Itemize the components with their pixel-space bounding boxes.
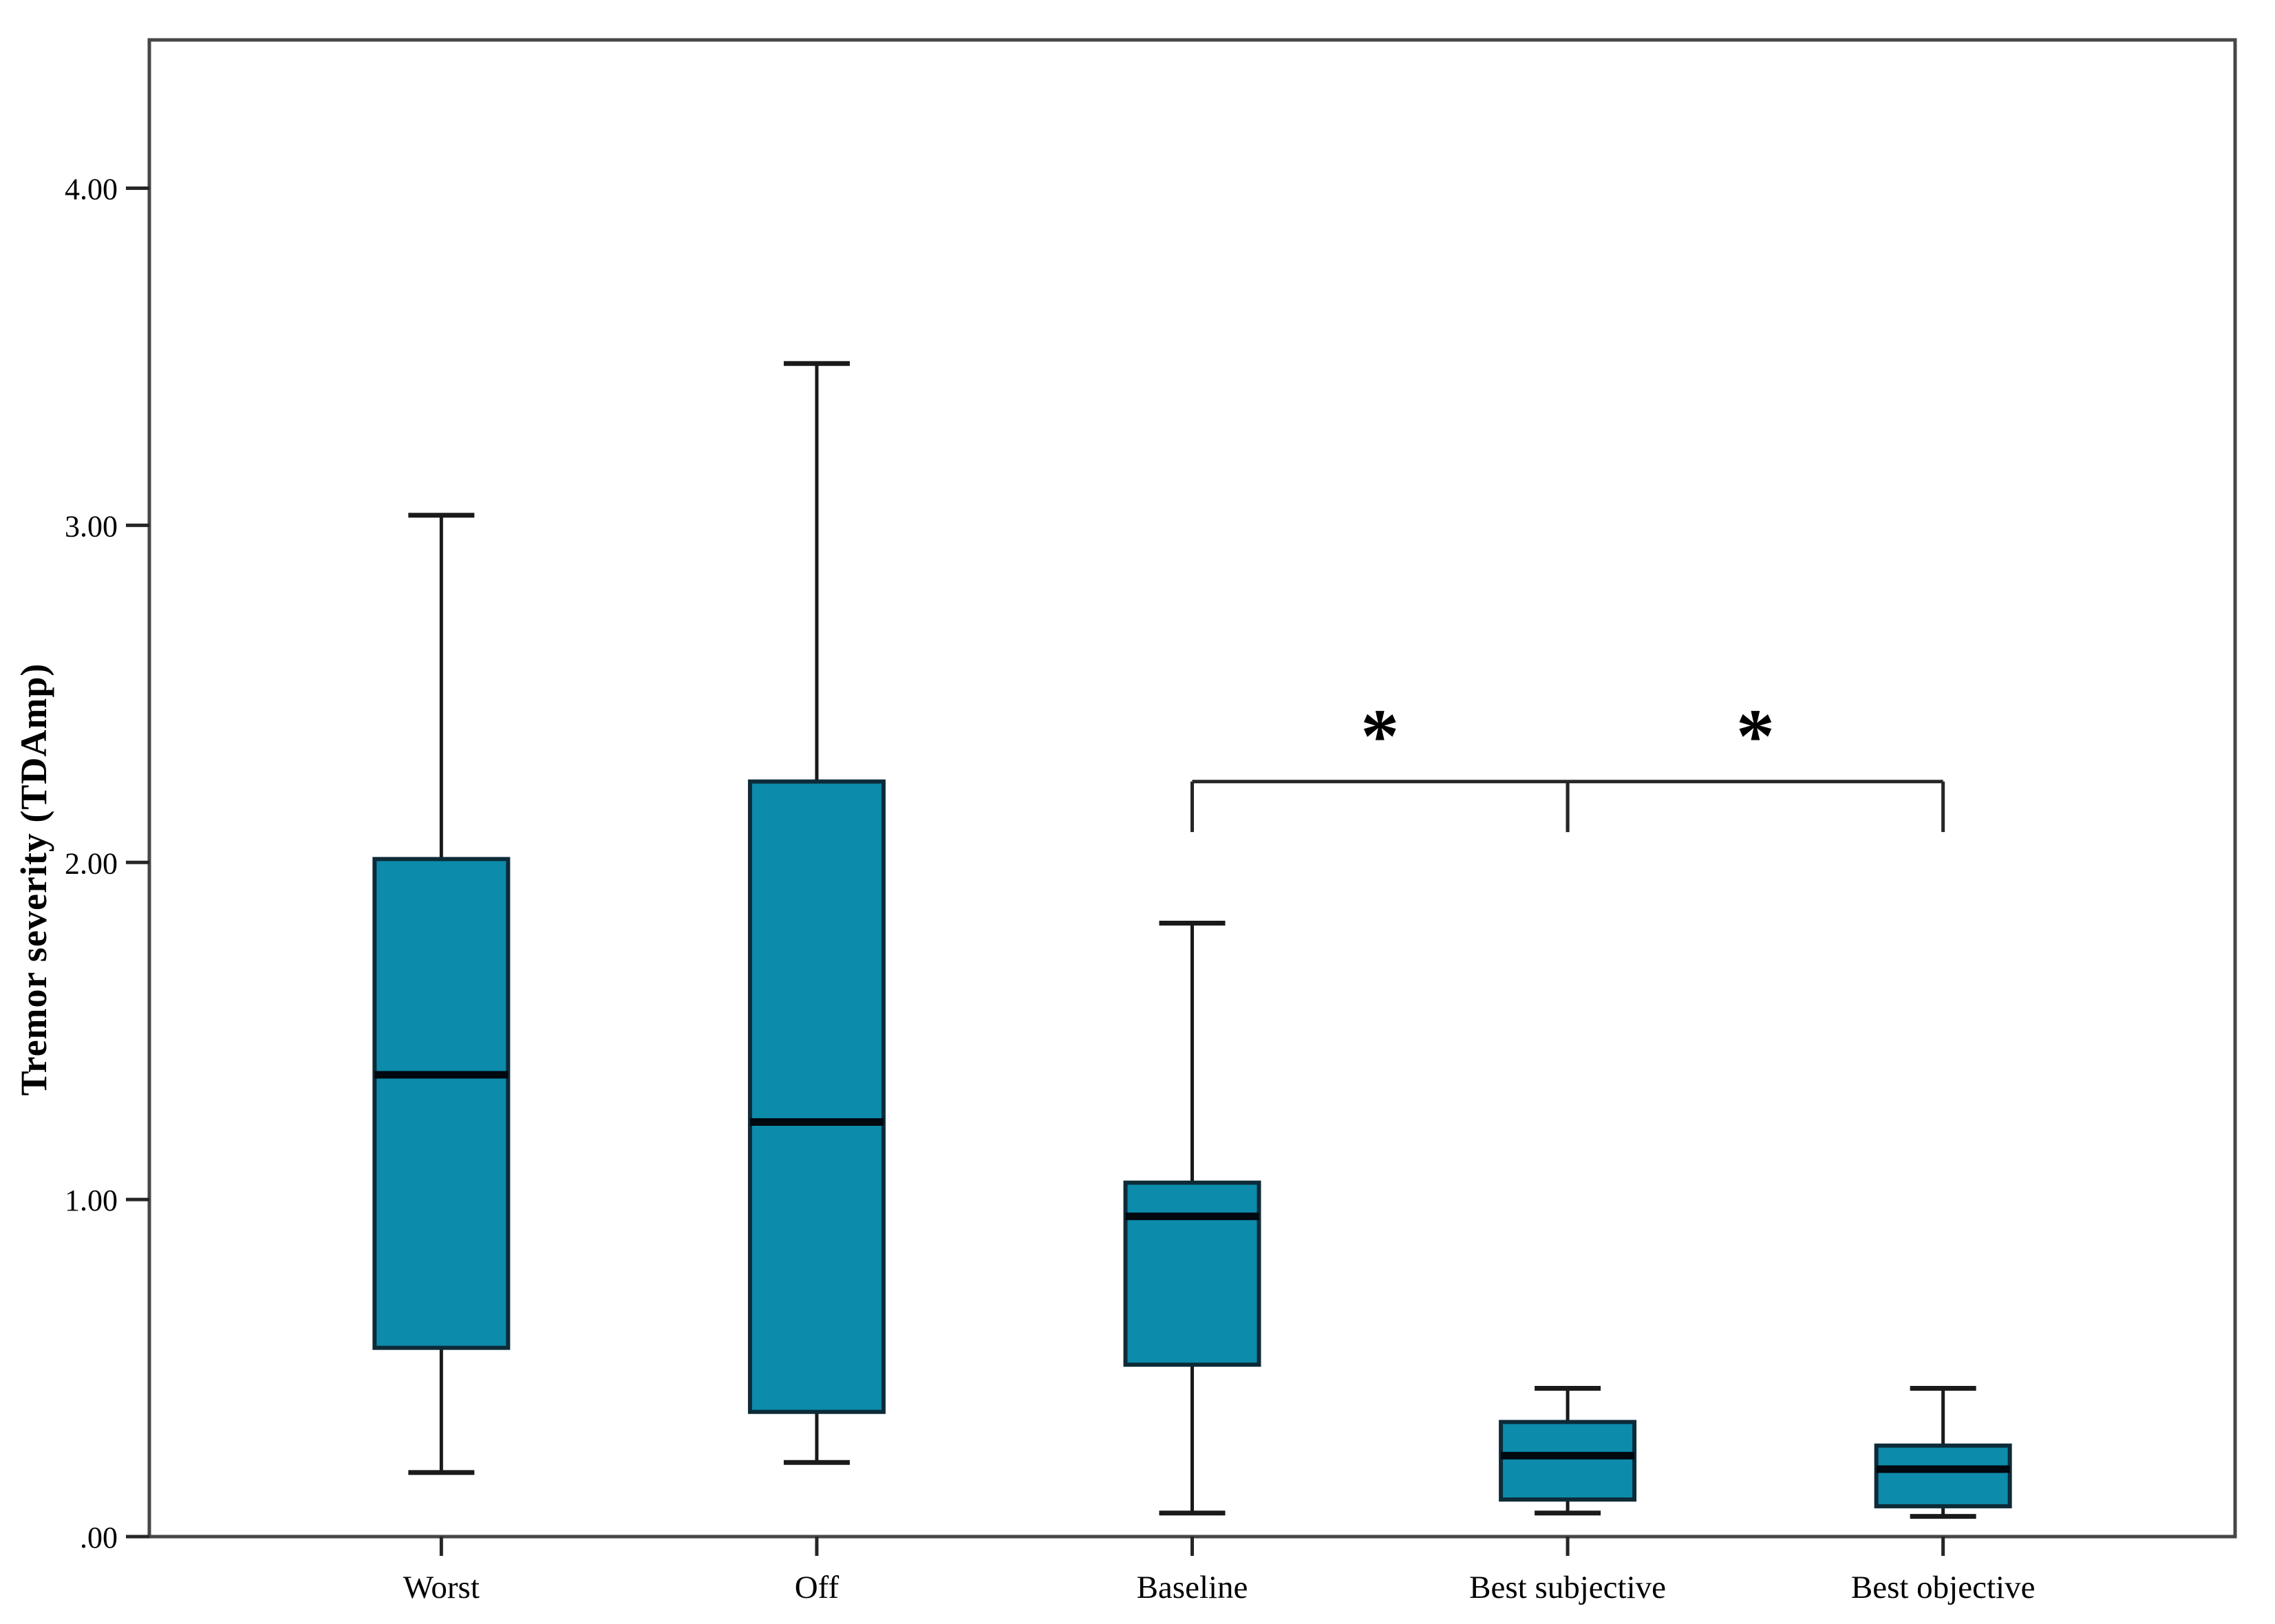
box-best-subjective	[1499, 1385, 1637, 1516]
significance-asterisk: *	[1736, 694, 1775, 780]
significance-bracket-1: *	[1190, 694, 1570, 833]
box-baseline	[1123, 920, 1261, 1516]
box-worst	[372, 513, 511, 1475]
significance-asterisk: *	[1360, 694, 1399, 780]
iqr-box	[1874, 1443, 2012, 1508]
box-off	[747, 361, 886, 1465]
iqr-box	[1123, 1180, 1261, 1367]
iqr-box	[372, 857, 511, 1350]
x-category-label-baseline: Baseline	[1137, 1570, 1248, 1605]
x-category-label-worst: Worst	[403, 1570, 480, 1605]
y-axis-title-text: Tremor severity (TDAmp)	[13, 663, 54, 1096]
iqr-box	[747, 779, 886, 1414]
y-tick-label-1-00: 1.00	[65, 1184, 118, 1217]
significance-bracket-2: *	[1566, 694, 1945, 833]
iqr-box	[1499, 1420, 1637, 1502]
x-category-label-off: Off	[795, 1570, 840, 1605]
y-tick-label-2-00: 2.00	[65, 846, 118, 880]
box-best-objective	[1874, 1385, 2012, 1519]
x-category-label-best-subjective: Best subjective	[1469, 1570, 1666, 1605]
y-tick-label-3-00: 3.00	[65, 509, 118, 543]
y-tick-label-4-00: 4.00	[65, 173, 118, 206]
x-category-label-best-objective: Best objective	[1851, 1570, 2036, 1605]
y-tick-label--00: .00	[80, 1521, 118, 1554]
